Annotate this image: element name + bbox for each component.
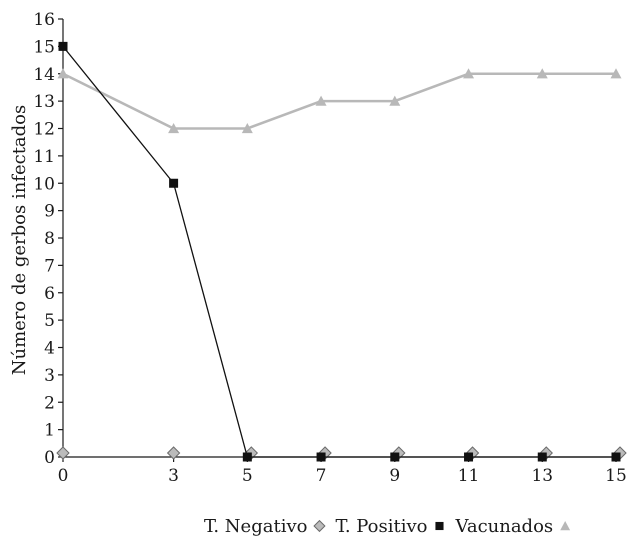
legend-label-vacunados: Vacunados — [454, 516, 553, 537]
data-point-vacunados — [389, 95, 401, 106]
x-ticks: 0 3 5 7 9 11 13 15 — [58, 457, 627, 486]
x-tick-label: 9 — [389, 466, 400, 486]
data-point-vacunados — [241, 123, 253, 134]
x-tick-label: 5 — [242, 466, 253, 486]
data-point-vacunados — [536, 68, 548, 79]
y-tick-label: 2 — [44, 393, 55, 413]
y-tick-label: 11 — [33, 147, 55, 167]
y-tick-label: 12 — [33, 120, 55, 140]
data-point-positivo — [611, 452, 621, 462]
x-tick-label: 3 — [168, 466, 179, 486]
x-tick-label: 0 — [58, 466, 69, 486]
y-tick-label: 13 — [33, 92, 55, 112]
data-point-positivo — [58, 41, 68, 51]
y-tick-label: 9 — [44, 202, 55, 222]
data-point-positivo — [169, 178, 179, 188]
y-tick-label: 5 — [44, 311, 55, 331]
y-tick-label: 6 — [44, 284, 55, 304]
y-tick-label: 15 — [33, 37, 55, 57]
y-tick-label: 10 — [33, 174, 55, 194]
y-tick-label: 8 — [44, 229, 55, 249]
data-point-vacunados — [57, 68, 69, 79]
y-tick-label: 7 — [44, 256, 55, 276]
data-point-negativo — [56, 446, 70, 460]
y-tick-label: 14 — [33, 65, 55, 85]
legend-label-negativo: T. Negativo — [204, 516, 307, 537]
legend-label-positivo: T. Positivo — [335, 516, 427, 537]
y-tick-label: 4 — [44, 339, 55, 359]
y-tick-label: 16 — [33, 10, 55, 30]
data-point-positivo — [242, 452, 252, 462]
series-vacunados — [57, 68, 622, 134]
data-point-vacunados — [463, 68, 475, 79]
series-layer — [56, 41, 627, 462]
data-point-vacunados — [168, 123, 180, 134]
series-positivo — [58, 41, 621, 462]
data-point-positivo — [464, 452, 474, 462]
y-tick-label: 3 — [44, 366, 55, 386]
x-tick-label: 11 — [458, 466, 480, 486]
axes — [62, 19, 616, 458]
data-point-positivo — [537, 452, 547, 462]
x-tick-label: 7 — [316, 466, 327, 486]
data-point-negativo — [166, 446, 181, 460]
y-tick-label: 0 — [44, 448, 55, 468]
legend: T. Negativo T. Positivo Vacunados — [204, 516, 571, 537]
legend-marker-negativo — [313, 519, 326, 533]
x-tick-label: 15 — [605, 466, 627, 486]
data-point-vacunados — [610, 68, 622, 79]
data-point-positivo — [316, 452, 326, 462]
series-line-positivo — [62, 45, 616, 458]
legend-marker-vacunados — [560, 521, 571, 531]
data-point-positivo — [390, 452, 400, 462]
y-tick-label: 1 — [44, 421, 55, 441]
legend-marker-positivo — [435, 521, 444, 531]
data-point-vacunados — [315, 95, 327, 106]
series-line-vacunados — [62, 72, 616, 130]
x-tick-label: 13 — [531, 466, 553, 486]
y-axis-title: Número de gerbos infectados — [9, 105, 30, 376]
